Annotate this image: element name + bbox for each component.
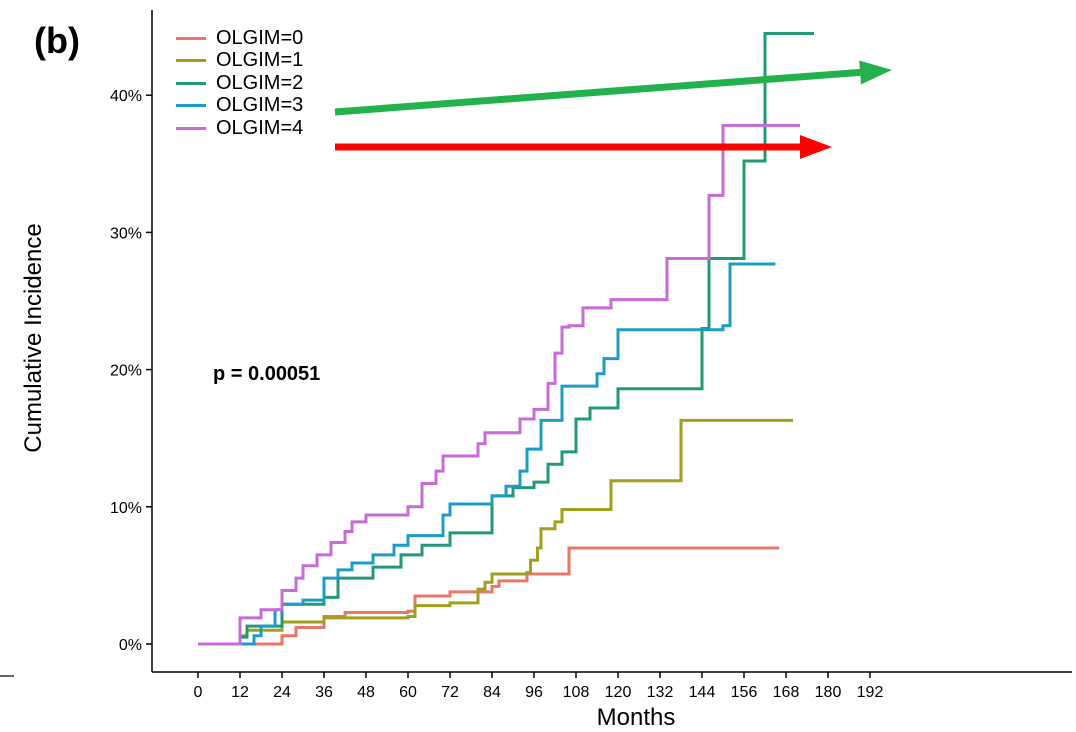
- x-tick-label: 132: [647, 684, 674, 701]
- legend-item: OLGIM=0: [176, 27, 303, 50]
- green-arrow-head: [859, 60, 892, 85]
- legend-label: OLGIM=3: [216, 94, 304, 117]
- x-tick-label: 144: [689, 684, 716, 701]
- series-line-olgim-4: [198, 123, 800, 646]
- x-tick-label: 168: [773, 684, 800, 701]
- x-tick-label: 0: [194, 684, 203, 701]
- legend-item: OLGIM=4: [176, 117, 303, 140]
- legend-label: OLGIM=4: [216, 116, 304, 139]
- x-tick-label: 72: [441, 684, 459, 701]
- x-tick-label: 12: [231, 684, 249, 701]
- legend-key: [176, 81, 206, 85]
- x-tick-label: 60: [399, 684, 417, 701]
- p-value-label: p = 0.00051: [213, 363, 321, 385]
- axes: 0% 10% 20% 30% 40% 0 12 24 36 48 60 72 84 96 108 120 132…: [0, 10, 1072, 701]
- y-tick-label: 20%: [110, 363, 142, 380]
- x-tick-label: 24: [273, 684, 291, 701]
- legend-label: OLGIM=1: [216, 49, 304, 72]
- series-line-olgim-3: [198, 262, 776, 646]
- series-line-olgim-1: [198, 418, 793, 646]
- y-tick-label: 0%: [119, 637, 142, 654]
- series-line-olgim-2: [198, 31, 814, 646]
- x-tick-label: 48: [357, 684, 375, 701]
- legend-key: [176, 59, 206, 63]
- y-tick-label: 30%: [110, 225, 142, 242]
- legend-key: [176, 36, 206, 40]
- legend-key: [176, 126, 206, 130]
- legend-label: OLGIM=2: [216, 71, 304, 94]
- y-axis-title: Cumulative Incidence: [20, 223, 47, 453]
- series-line-olgim-0: [198, 546, 779, 646]
- green-arrow-shaft: [334, 68, 861, 116]
- x-tick-label: 96: [525, 684, 543, 701]
- x-axis-title: Months: [596, 704, 676, 731]
- panel-label: (b): [34, 20, 80, 61]
- x-tick-label: 156: [731, 684, 758, 701]
- x-tick-label: 192: [857, 684, 884, 701]
- x-tick-label: 180: [815, 684, 842, 701]
- annotation-arrows: [334, 60, 892, 159]
- legend-item: OLGIM=3: [176, 94, 304, 118]
- legend-item: OLGIM=2: [176, 72, 303, 95]
- x-tick-label: 108: [563, 684, 590, 701]
- legend: OLGIM=0 OLGIM=1 OLGIM=2 OLGIM=3 OLGIM=4: [176, 27, 303, 140]
- red-arrow-head: [800, 135, 832, 159]
- series-layer: [198, 31, 814, 646]
- y-tick-label: 40%: [110, 88, 142, 105]
- x-tick-label: 120: [605, 684, 632, 701]
- legend-key: [176, 104, 206, 108]
- y-tick-label: 10%: [110, 500, 142, 517]
- x-tick-label: 84: [483, 684, 501, 701]
- x-tick-label: 36: [315, 684, 333, 701]
- legend-item: OLGIM=1: [176, 49, 304, 73]
- legend-label: OLGIM=0: [216, 26, 304, 49]
